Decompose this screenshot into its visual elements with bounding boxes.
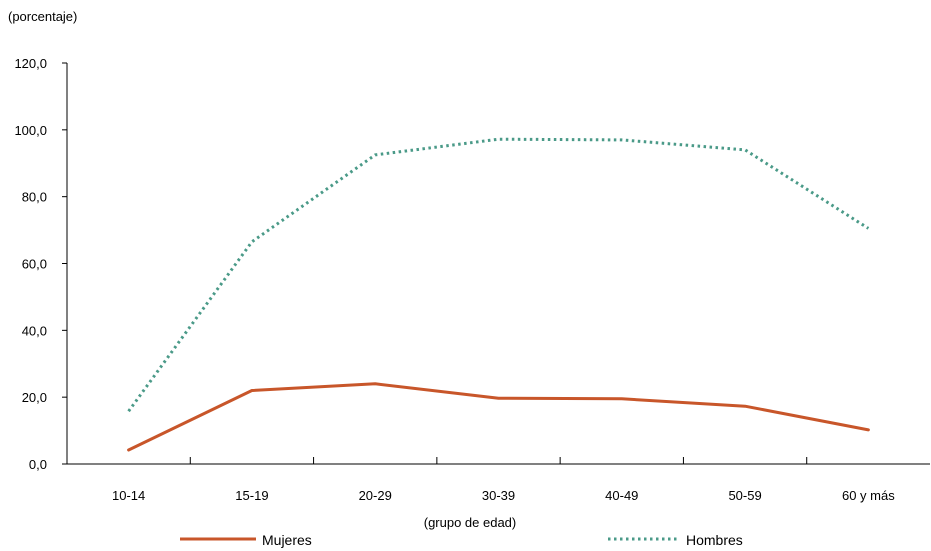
y-tick-label: 40,0 (22, 323, 47, 338)
x-tick-label: 40-49 (605, 488, 638, 503)
legend-label-hombres: Hombres (686, 532, 743, 548)
x-tick-label: 20-29 (359, 488, 392, 503)
y-tick-label: 60,0 (22, 257, 47, 272)
y-tick-label: 100,0 (14, 123, 47, 138)
series-line-hombres (127, 137, 870, 413)
x-tick-label: 10-14 (112, 488, 145, 503)
y-tick-label: 80,0 (22, 190, 47, 205)
series-lines (127, 137, 870, 452)
y-tick-label: 20,0 (22, 390, 47, 405)
x-tick-label: 60 y más (842, 488, 895, 503)
x-tick-label: 50-59 (728, 488, 761, 503)
x-axis-title: (grupo de edad) (424, 515, 517, 530)
x-axis: 10-14 15-19 20-29 30-39 40-49 50-59 60 y más (67, 457, 930, 503)
legend: Mujeres Hombres (180, 532, 743, 548)
y-tick-label: 120,0 (14, 56, 47, 71)
x-tick-label: 15-19 (235, 488, 268, 503)
series-line-mujeres (127, 382, 870, 452)
y-axis: 0,0 20,0 40,0 60,0 80,0 100,0 120,0 (14, 56, 68, 472)
y-axis-title: (porcentaje) (8, 9, 77, 24)
legend-label-mujeres: Mujeres (262, 532, 312, 548)
x-tick-label: 30-39 (482, 488, 515, 503)
y-tick-label: 0,0 (29, 457, 47, 472)
